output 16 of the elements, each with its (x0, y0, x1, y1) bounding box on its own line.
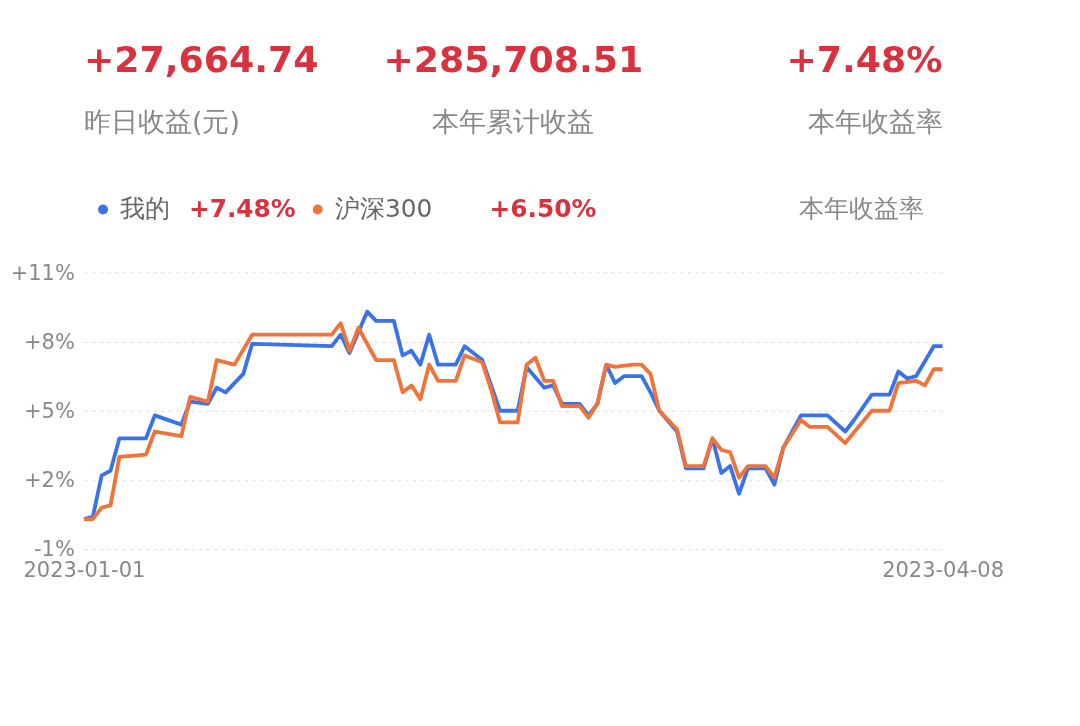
text: +7.48% (188, 194, 296, 224)
y-tick-label: +11% (10, 260, 75, 285)
y-tick-label: +2% (24, 468, 75, 493)
x-tick-label: 2023-04-08 (882, 558, 1005, 583)
legend-label: 我的 (120, 194, 171, 224)
text: +285,708.51 (383, 38, 644, 82)
text: +6.50% (489, 194, 597, 224)
text: 本年收益率 (807, 106, 943, 138)
text: 本年累计收益 (432, 106, 595, 138)
y-tick-label: +8% (24, 329, 75, 354)
text: 本年收益率 (798, 194, 924, 224)
y-tick-label: +5% (24, 398, 75, 423)
text: +27,664.74 (83, 38, 319, 82)
text: +7.48% (786, 38, 943, 82)
legend-label: 沪深300 (334, 194, 433, 224)
text: 昨日收益(元) (83, 106, 240, 138)
